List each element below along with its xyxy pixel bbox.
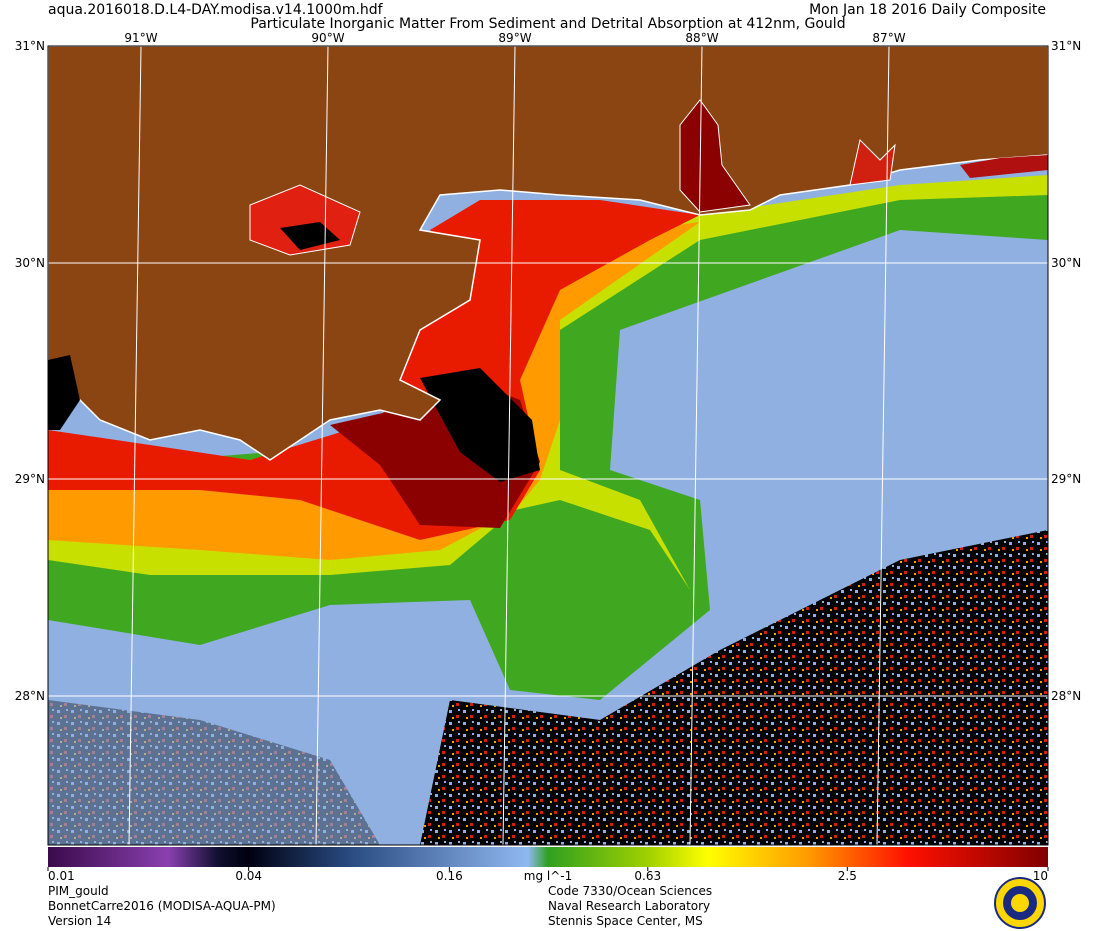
latitude-label: 29°N — [15, 472, 45, 486]
meridian — [128, 46, 142, 845]
footer-left: BonnetCarre2016 (MODISA-AQUA-PM) — [48, 899, 276, 913]
meridian — [502, 46, 516, 845]
latitude-label: 31°N — [15, 39, 45, 53]
bay — [679, 99, 751, 213]
map-frame — [47, 45, 1049, 846]
graticule — [48, 46, 1048, 845]
colorbar-tick-label: 0.01 — [48, 869, 75, 883]
footer-center: Stennis Space Center, MS — [548, 914, 703, 928]
date: Mon Jan 18 2016 Daily Composite — [809, 2, 1046, 18]
colorbar — [48, 847, 1048, 867]
noise-area — [420, 530, 1048, 845]
colorbar-tick-label: 0.16 — [436, 869, 463, 883]
filename: aqua.2016018.D.L4-DAY.modisa.v14.1000m.h… — [48, 2, 384, 18]
map-image — [48, 46, 1048, 845]
colorbar-tick-label: 0.04 — [235, 869, 262, 883]
meridian — [689, 46, 703, 845]
footer-left: PIM_gould — [48, 884, 109, 898]
longitude-label: 88°W — [685, 31, 718, 45]
footer-left: Version 14 — [48, 914, 111, 928]
footer-center: Code 7330/Ocean Sciences — [548, 884, 712, 898]
land — [48, 46, 1048, 461]
latitude-label: 30°N — [1051, 256, 1081, 270]
longitude-label: 90°W — [311, 31, 344, 45]
latitude-label: 28°N — [1051, 689, 1081, 703]
latitude-label: 28°N — [15, 689, 45, 703]
colorbar-tick-label: 2.5 — [838, 869, 857, 883]
meridian — [876, 46, 890, 845]
longitude-label: 91°W — [124, 31, 157, 45]
lake-dark — [48, 355, 80, 430]
colorbar-unit: mg l^-1 — [524, 869, 572, 883]
latitude-label: 29°N — [1051, 472, 1081, 486]
colorbar-tick-label: 10 — [1033, 869, 1048, 883]
logo — [994, 877, 1046, 929]
plume-black — [420, 368, 540, 482]
meridian — [315, 46, 329, 845]
latitude-label: 31°N — [1051, 39, 1081, 53]
map-labels: 91°W 90°W 89°W 88°W 87°W 31°N 31°N 30°N 30°N 29°N… — [15, 31, 1082, 703]
latitude-label: 30°N — [15, 256, 45, 270]
longitude-label: 87°W — [872, 31, 905, 45]
bay — [960, 155, 1048, 178]
longitude-label: 89°W — [498, 31, 531, 45]
colorbar-tick-label: 0.63 — [634, 869, 661, 883]
title: Particulate Inorganic Matter From Sedime… — [250, 16, 845, 32]
colorbar-ticks: 0.01 0.04 0.16 0.63 2.5 10 — [47, 867, 1049, 883]
plume-red — [48, 200, 700, 540]
footer-center: Naval Research Laboratory — [548, 899, 710, 913]
